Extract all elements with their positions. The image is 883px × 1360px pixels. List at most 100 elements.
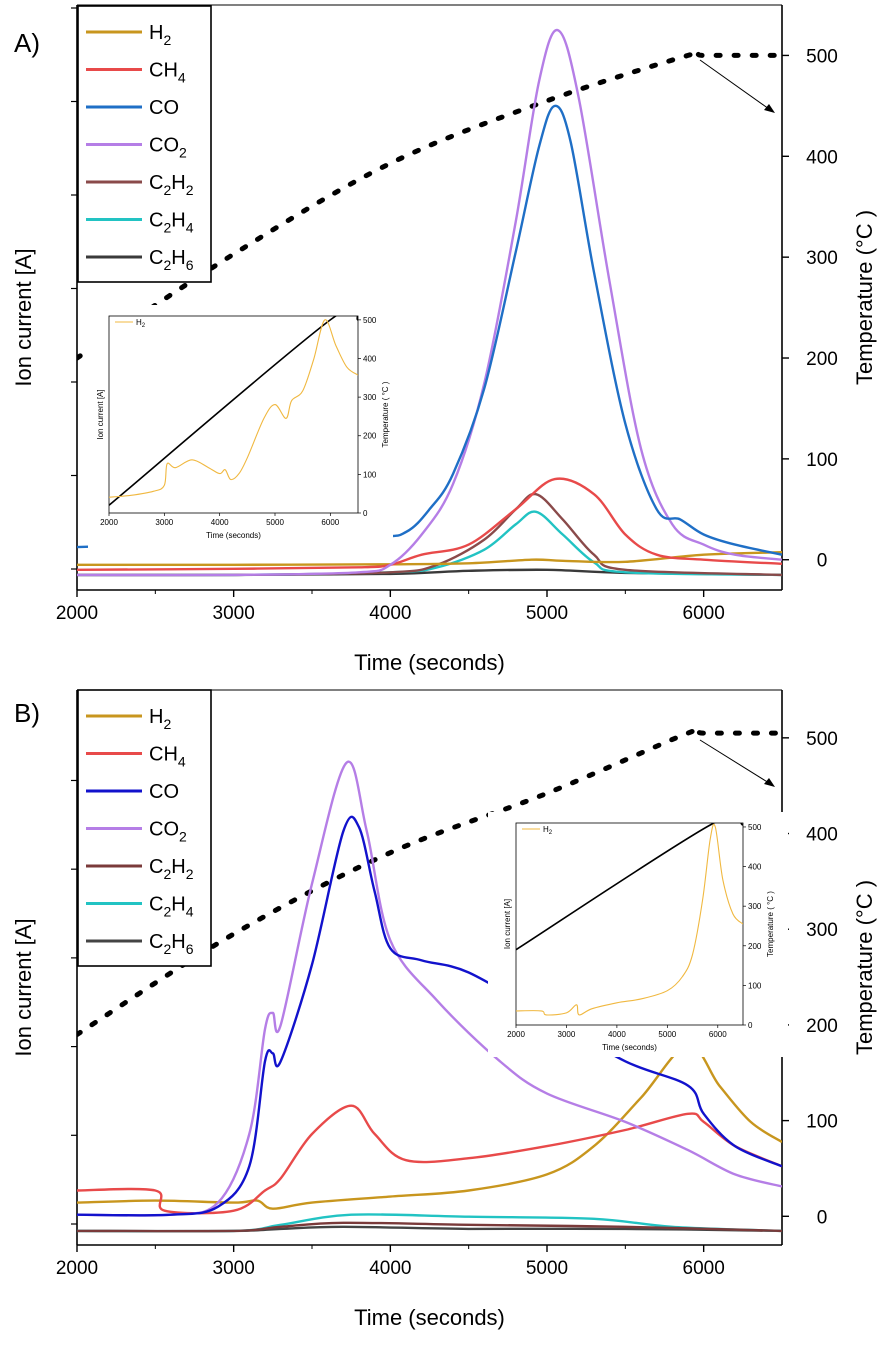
legend-item: CO (86, 781, 179, 803)
legend-label: C2H4 (149, 210, 194, 236)
legend-item: CO2 (86, 819, 187, 845)
plot-area (77, 726, 782, 1233)
inset-h2-series (516, 823, 743, 1016)
x-axis-title: Time (seconds) (354, 650, 505, 675)
inset-y-axis-title: Ion current [A] (96, 389, 105, 439)
x-tick-label: 2000 (56, 1258, 98, 1279)
inset-y2-tick-label: 300 (748, 902, 762, 911)
inset-x-tick-label: 2000 (100, 518, 118, 527)
axis-arrow-head (764, 778, 775, 787)
inset-y2-tick-label: 400 (748, 863, 762, 872)
y2-tick-label: 400 (806, 147, 838, 168)
label-part: CO (149, 819, 179, 841)
legend-item: C2H2 (86, 172, 194, 198)
subscript: 2 (163, 257, 171, 273)
y2-tick-label: 100 (806, 1112, 838, 1133)
y2-tick-label: 500 (806, 46, 838, 67)
x-tick-label: 4000 (369, 603, 411, 624)
y-axis-title: Ion current [A] (11, 918, 36, 1056)
legend-label: CO (149, 781, 179, 803)
inset-h2-series (109, 319, 358, 498)
subscript: 2 (549, 830, 553, 836)
legend-label: CO2 (149, 135, 187, 161)
inset-x-tick-label: 2000 (507, 1030, 525, 1039)
y2-tick-label: 100 (806, 450, 838, 471)
label-part: H (171, 894, 185, 916)
subscript: 2 (163, 182, 171, 198)
temperature-series (77, 49, 782, 361)
inset-x-axis-title: Time (seconds) (602, 1043, 657, 1052)
subscript: 2 (163, 904, 171, 920)
inset-x-axis-title: Time (seconds) (206, 531, 261, 540)
label-part: CH (149, 60, 178, 82)
series-line (77, 1104, 782, 1215)
panel-label: A) (14, 28, 40, 58)
y2-tick-label: 300 (806, 920, 838, 941)
x-tick-label: 5000 (526, 603, 568, 624)
y-axis-title: Ion current [A] (11, 248, 36, 386)
subscript: 2 (186, 182, 194, 198)
subscript: 2 (179, 145, 187, 161)
legend-label: C2H6 (149, 931, 194, 957)
subscript: 2 (163, 866, 171, 882)
y2-tick-label: 200 (806, 1016, 838, 1037)
y2-tick-label: 0 (817, 551, 828, 572)
legend-label: C2H4 (149, 894, 194, 920)
y2-tick-label: 0 (817, 1207, 828, 1228)
inset-x-tick-label: 4000 (211, 518, 229, 527)
subscript: 4 (186, 904, 194, 920)
inset-frame (108, 315, 359, 514)
y2-tick-label: 400 (806, 825, 838, 846)
temperature-series (77, 726, 782, 1037)
inset-chart: 2000 3000 4000 5000 6000 0 100 200 300 400 500 Time… (488, 812, 788, 1057)
panel-label: B) (14, 698, 40, 728)
label-part: H (543, 825, 549, 834)
inset-x-tick-label: 5000 (658, 1030, 676, 1039)
inset-temperature-series (109, 316, 358, 506)
legend-label: C2H2 (149, 172, 194, 198)
x-axis-title: Time (seconds) (354, 1305, 505, 1330)
inset-x-tick-label: 5000 (266, 518, 284, 527)
inset-y2-axis-title: Temperature ( °C ) (381, 381, 390, 447)
inset-x-tick-label: 3000 (558, 1030, 576, 1039)
series-line (77, 28, 782, 577)
subscript: 4 (178, 70, 186, 86)
series-line (77, 760, 782, 1217)
subscript: 4 (186, 220, 194, 236)
axis-arrow (699, 739, 770, 784)
y2-tick-label: 200 (806, 349, 838, 370)
label-part: C (149, 210, 163, 232)
subscript: 2 (186, 866, 194, 882)
series-line (77, 1221, 782, 1233)
y2-axis-title: Temperature (°C ) (852, 880, 877, 1055)
legend-item: H2 (86, 706, 171, 732)
legend-label: CO2 (149, 819, 187, 845)
legend-item: CH4 (86, 744, 186, 770)
inset-plot-area (516, 823, 743, 1016)
legend-item: C2H6 (86, 247, 194, 273)
label-part: C (149, 931, 163, 953)
inset-y2-tick-label: 500 (363, 316, 377, 325)
label-part: H (171, 210, 185, 232)
y2-tick-label: 300 (806, 248, 838, 269)
legend-box (77, 5, 212, 283)
x-tick-label: 4000 (369, 1258, 411, 1279)
label-part: CO (149, 135, 179, 157)
subscript: 2 (163, 220, 171, 236)
inset-plot-area (109, 316, 358, 506)
label-part: H (136, 318, 142, 327)
legend-label: C2H6 (149, 247, 194, 273)
inset-y2-tick-label: 0 (748, 1021, 753, 1030)
axis-arrow-head (764, 104, 775, 113)
legend-label: H2 (149, 706, 171, 732)
legend-item: H2 (86, 22, 171, 48)
x-tick-label: 2000 (56, 603, 98, 624)
inset-x-tick-label: 6000 (709, 1030, 727, 1039)
label-part: C (149, 856, 163, 878)
label-part: C (149, 172, 163, 194)
x-tick-label: 6000 (683, 1258, 725, 1279)
chart-panel-a: A)2000 3000 4000 5000 60000100200300400500Ti… (11, 4, 877, 675)
legend-item: C2H2 (86, 856, 194, 882)
